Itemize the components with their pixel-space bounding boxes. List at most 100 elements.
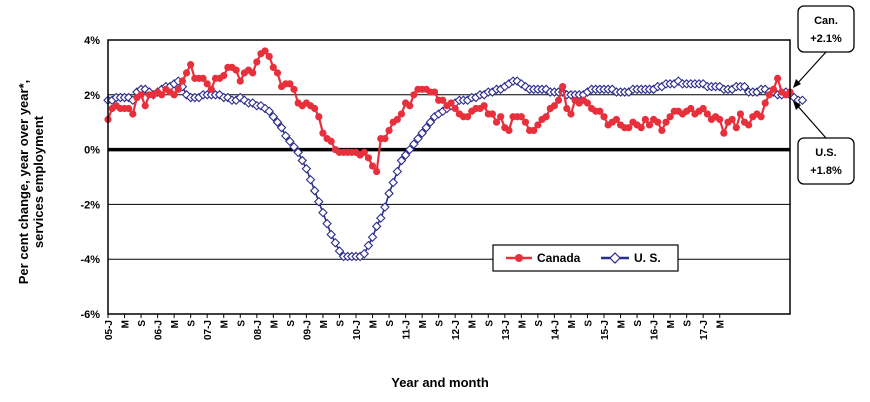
us-point (520, 81, 531, 92)
y-axis-title-line-1: Per cent change, year over year*, (16, 80, 31, 285)
canada-point (187, 61, 195, 69)
legend-box (492, 244, 679, 272)
us-callout-box (797, 137, 855, 185)
y-axis-title: Per cent change, year over year*, servic… (16, 80, 46, 285)
x-tick-label: 13-J (501, 320, 512, 340)
canada-point (397, 110, 406, 118)
canada-point (505, 126, 513, 135)
us-point (334, 246, 345, 256)
us-point (318, 207, 328, 218)
canada-point (641, 115, 649, 124)
canada-point (745, 121, 753, 129)
canada-point (327, 137, 335, 145)
y-tick-label: -6% (80, 309, 100, 321)
canada-point (273, 69, 282, 77)
x-tick-label: 08-J (253, 320, 264, 340)
canada-point (406, 102, 414, 110)
canada-point (249, 69, 257, 77)
x-tick-label: 16-J (650, 320, 661, 340)
canada-point (236, 77, 244, 85)
canada-point (583, 99, 592, 107)
canada-point (290, 85, 298, 93)
us-point (425, 117, 436, 127)
us-point (305, 174, 316, 185)
canada-point (596, 107, 604, 115)
x-tick-label: M (716, 320, 727, 328)
canada-point (728, 115, 736, 124)
us-point (380, 202, 390, 212)
canada-point (430, 88, 439, 96)
x-tick-label: M (666, 320, 677, 328)
canada-point (559, 82, 567, 91)
y-tick-label: 2% (84, 90, 100, 102)
x-tick-label: M (617, 320, 628, 328)
canada-point (720, 129, 728, 137)
us-point (330, 237, 341, 248)
canada-point (253, 58, 261, 66)
us-point (384, 188, 394, 199)
x-tick-label: 10-J (352, 320, 363, 340)
canada-point (364, 154, 372, 162)
canada-point (645, 121, 654, 129)
canada-callout-box (797, 5, 855, 53)
y-tick-label: 4% (84, 35, 100, 47)
x-tick-label: S (286, 320, 297, 327)
us-point (322, 218, 332, 229)
canada-point (125, 104, 133, 113)
us-point (260, 103, 270, 114)
canada-point (654, 118, 662, 126)
us-callout-arrowhead (793, 101, 801, 110)
us-point (285, 136, 295, 147)
us-point (607, 84, 618, 95)
canada-point (174, 85, 182, 93)
canada-point (182, 69, 191, 77)
x-axis-ticks: 05-J M S 06-J M S 07-J M S 08-J M S 09-J M S 10-J M S 11-J… (104, 314, 727, 340)
x-tick-label: S (137, 320, 148, 327)
legend-us-label: U. S. (634, 251, 661, 265)
us-point (268, 111, 279, 122)
canada-point (542, 113, 550, 121)
canada-point (703, 110, 711, 118)
canada-point (765, 91, 773, 99)
us-point (293, 147, 303, 158)
us-point (272, 117, 283, 127)
canada-point (658, 126, 666, 135)
us-point (392, 166, 403, 177)
us-point (280, 131, 291, 141)
x-tick-label: M (418, 320, 429, 328)
us-point (367, 232, 378, 243)
canada-point (736, 110, 745, 118)
us-point (413, 133, 423, 144)
canada-point (687, 104, 695, 113)
canada-point (381, 135, 389, 143)
canada-point (368, 162, 377, 170)
x-tick-label: S (335, 320, 346, 327)
canada-point (319, 129, 327, 137)
us-point (223, 92, 233, 103)
canada-callout-arrowhead (793, 79, 801, 88)
canada-point (637, 124, 645, 132)
legend: Canada U. S. (492, 244, 679, 272)
us-callout-line-1: U.S. (815, 147, 836, 159)
canada-point (311, 104, 319, 113)
us-point (309, 185, 320, 196)
legend-us-marker (609, 252, 621, 264)
x-tick-label: S (583, 320, 594, 327)
canada-point (141, 102, 149, 110)
canada-point (480, 102, 488, 110)
canada-point (203, 80, 211, 88)
canada-point (158, 91, 166, 99)
canada-point (451, 104, 459, 113)
canada-point (732, 124, 740, 132)
x-tick-label: 14-J (550, 320, 561, 340)
x-tick-label: M (468, 320, 479, 328)
x-tick-label: S (187, 320, 198, 327)
canada-point (625, 124, 633, 132)
canada-point (129, 110, 137, 118)
canada-point (497, 113, 505, 121)
canada-point (769, 85, 778, 93)
x-tick-label: S (484, 320, 495, 327)
x-tick-label: M (170, 320, 181, 328)
canada-point (199, 74, 207, 82)
